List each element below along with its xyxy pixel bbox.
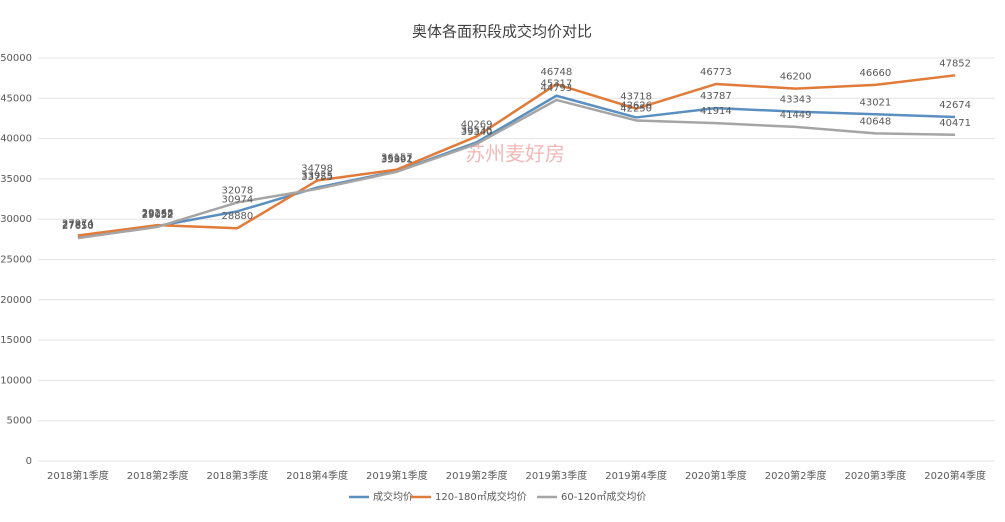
x-tick-label: 2020第2季度 — [765, 469, 827, 482]
legend-label: 成交均价 — [373, 490, 413, 503]
x-tick-label: 2018第1季度 — [47, 469, 109, 482]
data-label: 41914 — [700, 106, 732, 117]
legend-label: 60-120㎡成交均价 — [561, 490, 646, 503]
x-tick-label: 2020第1季度 — [685, 469, 747, 482]
data-label: 40648 — [859, 116, 891, 127]
data-label: 47852 — [939, 58, 971, 69]
data-label: 46660 — [859, 68, 891, 79]
x-tick-label: 2020第4季度 — [924, 469, 986, 482]
x-tick-label: 2018第3季度 — [206, 469, 268, 482]
y-tick-label: 50000 — [0, 53, 32, 64]
x-tick-label: 2020第3季度 — [844, 469, 906, 482]
data-label: 35891 — [381, 155, 413, 166]
y-tick-label: 0 — [26, 456, 32, 467]
data-label: 29268 — [142, 208, 174, 219]
data-label: 28880 — [221, 211, 253, 222]
data-label: 34798 — [301, 164, 333, 175]
data-label: 42674 — [939, 100, 971, 111]
data-label: 29152 — [142, 209, 174, 220]
chart-title: 奥体各面积段成交均价对比 — [412, 23, 592, 41]
data-label: 45317 — [540, 79, 572, 90]
data-label: 39340 — [461, 127, 493, 138]
x-tick-label: 2018第4季度 — [286, 469, 348, 482]
data-label: 41449 — [780, 110, 812, 121]
y-tick-label: 30000 — [0, 214, 32, 225]
y-tick-label: 45000 — [0, 93, 32, 104]
data-label: 40269 — [461, 119, 493, 130]
data-label: 27974 — [62, 219, 94, 230]
series-line — [77, 94, 956, 239]
data-label: 43021 — [859, 97, 891, 108]
data-label: 27650 — [62, 221, 94, 232]
series-line — [77, 98, 956, 240]
y-tick-label: 35000 — [0, 174, 32, 185]
data-label: 44793 — [540, 83, 572, 94]
data-label: 46748 — [540, 67, 572, 78]
data-label: 42626 — [620, 100, 652, 111]
legend-label: 120-180㎡成交均价 — [435, 490, 527, 503]
data-label: 27810 — [62, 220, 94, 231]
data-label: 33755 — [301, 172, 333, 183]
x-tick-label: 2019第4季度 — [605, 469, 667, 482]
data-label: 43787 — [700, 91, 732, 102]
y-tick-label: 15000 — [0, 335, 32, 346]
data-label: 46773 — [700, 67, 732, 78]
y-tick-label: 5000 — [7, 416, 32, 427]
data-label: 36157 — [381, 153, 413, 164]
data-label: 35962 — [381, 154, 413, 165]
watermark: 苏州麦好房 — [465, 142, 565, 166]
x-tick-label: 2019第3季度 — [525, 469, 587, 482]
data-label: 42250 — [620, 103, 652, 114]
data-label: 46200 — [780, 72, 812, 83]
data-label: 33925 — [301, 171, 333, 182]
y-tick-label: 40000 — [0, 134, 32, 145]
data-label: 39535 — [461, 125, 493, 136]
x-tick-label: 2018第2季度 — [127, 469, 189, 482]
data-label: 32078 — [221, 185, 253, 196]
data-label: 30974 — [221, 194, 253, 205]
y-tick-label: 20000 — [0, 295, 32, 306]
data-label: 29052 — [142, 210, 174, 221]
x-tick-label: 2019第2季度 — [446, 469, 508, 482]
y-tick-label: 10000 — [0, 375, 32, 386]
y-tick-label: 25000 — [0, 255, 32, 266]
x-tick-label: 2019第1季度 — [366, 469, 428, 482]
data-label: 40471 — [939, 118, 971, 129]
data-label: 43343 — [780, 95, 812, 106]
series-line — [77, 74, 956, 237]
data-label: 43718 — [620, 92, 652, 103]
